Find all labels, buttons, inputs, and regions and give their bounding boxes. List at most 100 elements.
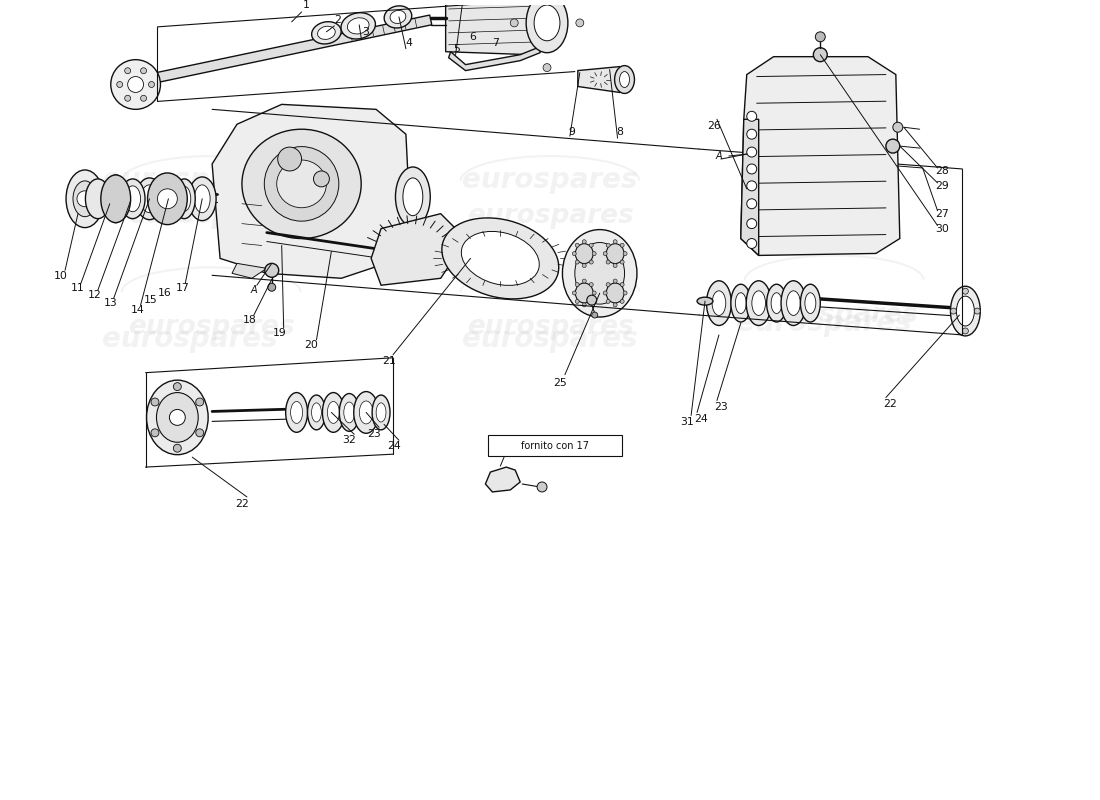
Ellipse shape (328, 402, 340, 423)
Circle shape (620, 299, 624, 303)
Circle shape (174, 382, 182, 390)
Circle shape (460, 0, 472, 1)
Ellipse shape (396, 167, 430, 226)
Text: 8: 8 (616, 127, 623, 137)
Ellipse shape (746, 281, 771, 326)
Circle shape (572, 291, 576, 295)
Text: 16: 16 (157, 288, 172, 298)
Circle shape (151, 429, 158, 437)
Circle shape (582, 240, 586, 244)
Circle shape (590, 243, 593, 247)
Circle shape (537, 482, 547, 492)
Circle shape (267, 283, 276, 291)
FancyBboxPatch shape (488, 435, 622, 456)
Circle shape (893, 122, 903, 132)
Polygon shape (232, 263, 267, 278)
Ellipse shape (286, 393, 308, 432)
Circle shape (747, 198, 757, 209)
Ellipse shape (403, 178, 422, 216)
Text: 28: 28 (936, 166, 949, 176)
Circle shape (747, 111, 757, 122)
Circle shape (886, 139, 900, 153)
Circle shape (950, 308, 956, 314)
Ellipse shape (174, 179, 195, 218)
Circle shape (575, 299, 580, 303)
Circle shape (586, 295, 596, 305)
Text: 9: 9 (569, 127, 575, 137)
Circle shape (196, 429, 204, 437)
Circle shape (169, 410, 185, 426)
Ellipse shape (575, 283, 593, 303)
Text: 10: 10 (54, 271, 68, 282)
Ellipse shape (73, 181, 97, 217)
Circle shape (962, 288, 968, 294)
Circle shape (815, 32, 825, 42)
Text: eurospares: eurospares (462, 166, 638, 194)
Polygon shape (146, 15, 432, 84)
Ellipse shape (290, 402, 303, 423)
Ellipse shape (178, 186, 190, 211)
Circle shape (124, 95, 131, 102)
Circle shape (575, 260, 580, 264)
Text: eurospares: eurospares (466, 202, 634, 229)
Text: eurospares: eurospares (101, 325, 277, 353)
Text: 24: 24 (694, 414, 708, 424)
Circle shape (77, 191, 92, 206)
Circle shape (592, 312, 597, 318)
Ellipse shape (152, 175, 184, 222)
Circle shape (151, 398, 158, 406)
Text: 23: 23 (714, 402, 728, 413)
Circle shape (148, 82, 154, 87)
Circle shape (575, 243, 580, 247)
Ellipse shape (526, 0, 568, 53)
Ellipse shape (575, 242, 625, 304)
Circle shape (606, 299, 610, 303)
Polygon shape (740, 57, 900, 255)
Circle shape (277, 147, 301, 171)
Circle shape (620, 282, 624, 286)
Circle shape (314, 171, 329, 187)
Ellipse shape (606, 244, 624, 263)
Circle shape (590, 282, 593, 286)
Text: 32: 32 (342, 435, 356, 446)
Text: 25: 25 (553, 378, 566, 388)
Circle shape (128, 77, 144, 93)
Ellipse shape (767, 284, 786, 322)
Circle shape (575, 282, 580, 286)
Ellipse shape (781, 281, 806, 326)
Ellipse shape (141, 185, 158, 213)
Circle shape (613, 279, 617, 283)
Polygon shape (212, 104, 411, 278)
Circle shape (606, 260, 610, 264)
Ellipse shape (344, 402, 354, 423)
Text: 7: 7 (492, 38, 498, 48)
Text: 31: 31 (680, 418, 694, 427)
Text: A: A (251, 286, 257, 295)
Text: 22: 22 (235, 499, 249, 509)
Circle shape (606, 243, 610, 247)
Circle shape (975, 308, 980, 314)
Circle shape (623, 291, 627, 295)
Text: 26: 26 (707, 122, 721, 131)
Text: fornito con 17: fornito con 17 (521, 441, 588, 450)
Text: eurospares: eurospares (101, 166, 277, 194)
Ellipse shape (318, 26, 336, 39)
Text: 24: 24 (387, 442, 400, 451)
Circle shape (575, 19, 584, 27)
Text: eurospares: eurospares (128, 202, 295, 229)
Ellipse shape (562, 230, 637, 317)
Ellipse shape (706, 281, 732, 326)
Text: eurospares: eurospares (462, 325, 638, 353)
Ellipse shape (277, 160, 327, 208)
Circle shape (174, 444, 182, 452)
Ellipse shape (66, 170, 103, 227)
Ellipse shape (950, 286, 980, 336)
Polygon shape (578, 66, 625, 93)
Ellipse shape (771, 293, 782, 314)
Ellipse shape (735, 293, 746, 314)
Text: 15: 15 (144, 295, 157, 305)
Ellipse shape (461, 231, 539, 286)
Circle shape (747, 218, 757, 229)
Ellipse shape (619, 71, 629, 87)
Circle shape (747, 181, 757, 191)
